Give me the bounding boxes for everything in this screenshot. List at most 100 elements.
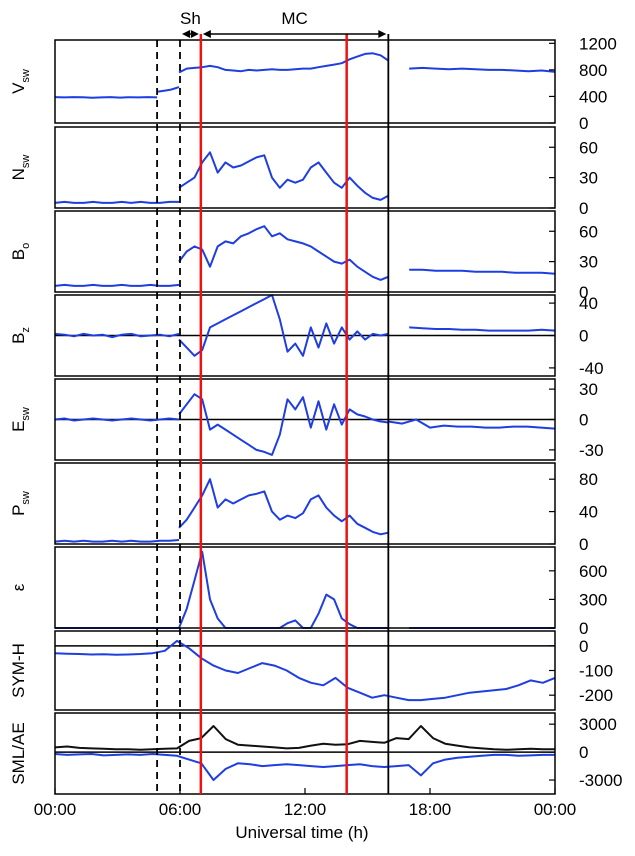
series-line — [178, 294, 389, 357]
y-tick-label: 300 — [579, 590, 607, 609]
interval-arrow-head-right — [190, 30, 199, 38]
panel-label: Nsw — [9, 155, 32, 181]
series-line — [178, 550, 389, 629]
y-tick-label: 80 — [579, 470, 598, 489]
y-tick-label: 0 — [579, 743, 588, 762]
y-tick-label: 0 — [579, 327, 588, 346]
x-tick-label: 00:00 — [34, 800, 77, 819]
panel-label-sub: sw — [20, 407, 32, 421]
panel-9: -3000 0 3000 SML/AE — [9, 712, 622, 795]
y-tick-label: 0 — [579, 199, 588, 218]
panel-frame — [54, 546, 556, 629]
y-tick-label: -100 — [579, 662, 613, 681]
panel-frame — [54, 462, 556, 545]
series-line — [178, 52, 389, 74]
interval-label: Sh — [180, 9, 201, 28]
x-tick-label: 18:00 — [409, 800, 452, 819]
y-tick-label: -200 — [579, 686, 613, 705]
series-line — [178, 393, 389, 456]
y-tick-label: 30 — [579, 169, 598, 188]
y-tick-label: 3000 — [579, 715, 617, 734]
series-line — [178, 478, 389, 536]
series-line — [54, 96, 158, 99]
panel-label-sub: sw — [20, 69, 32, 83]
panel-label: Bo — [9, 243, 32, 260]
panel-frame — [54, 39, 556, 124]
panel-2: 0 30 60 Nsw — [9, 126, 598, 218]
y-tick-label: 0 — [579, 114, 588, 133]
panel-label-main: P — [9, 505, 28, 516]
y-tick-label: -30 — [579, 441, 604, 460]
panel-label-sub: o — [20, 243, 32, 249]
series-line — [54, 539, 180, 543]
panel-label: Psw — [9, 491, 32, 516]
series-line — [409, 66, 556, 73]
series-line — [409, 268, 556, 275]
panel-label: Vsw — [9, 69, 32, 94]
y-tick-label: 0 — [579, 637, 588, 656]
panel-label-sub: z — [20, 327, 32, 333]
interval-mc: MC — [202, 9, 387, 38]
y-tick-label: 40 — [579, 503, 598, 522]
series-line — [156, 86, 180, 93]
panel-5: -30 0 30 Esw — [9, 378, 604, 461]
y-tick-label: 0 — [579, 283, 588, 302]
y-tick-label: 0 — [579, 535, 588, 554]
panel-label-main: B — [9, 249, 28, 260]
interval-arrow-head-right — [378, 30, 387, 38]
y-tick-label: 400 — [579, 87, 607, 106]
interval-arrow-head-left — [182, 30, 190, 38]
x-axis: 00:00 06:00 12:00 18:00 00:00 — [34, 788, 577, 819]
panel-1: 0 400 800 1200 Vsw — [9, 34, 617, 133]
y-tick-label: -40 — [579, 359, 604, 378]
y-tick-label: 40 — [579, 294, 598, 313]
panel-label-sub: sw — [20, 491, 32, 505]
y-tick-label: 0 — [579, 619, 588, 638]
panel-frame — [54, 210, 556, 293]
x-axis-label: Universal time (h) — [235, 823, 368, 842]
series-line — [54, 753, 555, 781]
panel-label-main: E — [9, 421, 28, 432]
panel-label: SML/AE — [9, 722, 28, 784]
y-tick-label: 1200 — [579, 34, 617, 53]
series-line — [54, 725, 555, 751]
y-tick-label: -3000 — [579, 771, 622, 790]
panel-6: 0 40 80 Psw — [9, 462, 598, 554]
series-line — [178, 151, 389, 201]
panel-label: SYM-H — [9, 643, 28, 698]
panel-frame — [54, 126, 556, 209]
y-tick-label: 60 — [579, 222, 598, 241]
x-tick-label: 06:00 — [159, 800, 202, 819]
y-tick-label: 30 — [579, 253, 598, 272]
panel-label: Esw — [9, 407, 32, 432]
panel-label-main: B — [9, 333, 28, 344]
y-tick-label: 600 — [579, 562, 607, 581]
panel-label-main: ε — [9, 583, 28, 591]
series-line — [54, 332, 180, 339]
panel-frame — [54, 630, 556, 711]
panel-3: 0 30 60 Bo — [9, 210, 598, 302]
series-line — [54, 639, 556, 702]
y-tick-label: 800 — [579, 61, 607, 80]
panel-label-main: V — [9, 82, 28, 94]
panel-8: -200 -100 0 SYM-H — [9, 630, 613, 711]
panel-7: 0 300 600 ε — [9, 546, 607, 638]
series-line — [54, 200, 179, 204]
series-line — [54, 417, 180, 422]
panel-label: ε — [9, 583, 28, 591]
series-line — [388, 418, 556, 430]
panels-layer: 04008001200Vsw03060Nsw03060Bo-40040Bz-30… — [9, 34, 622, 795]
panel-label-main: SYM-H — [9, 643, 28, 698]
panel-label-main: N — [9, 168, 28, 180]
markers-layer: Sh MC — [156, 9, 390, 794]
x-tick-label: 00:00 — [534, 800, 577, 819]
interval-sh: Sh — [180, 9, 201, 38]
series-line — [178, 225, 389, 281]
panel-label-sub: sw — [20, 155, 32, 169]
panel-label-main: SML/AE — [9, 722, 28, 784]
y-tick-label: 0 — [579, 411, 588, 430]
interval-label: MC — [281, 9, 307, 28]
x-tick-label: 12:00 — [284, 800, 327, 819]
series-line — [54, 283, 180, 287]
